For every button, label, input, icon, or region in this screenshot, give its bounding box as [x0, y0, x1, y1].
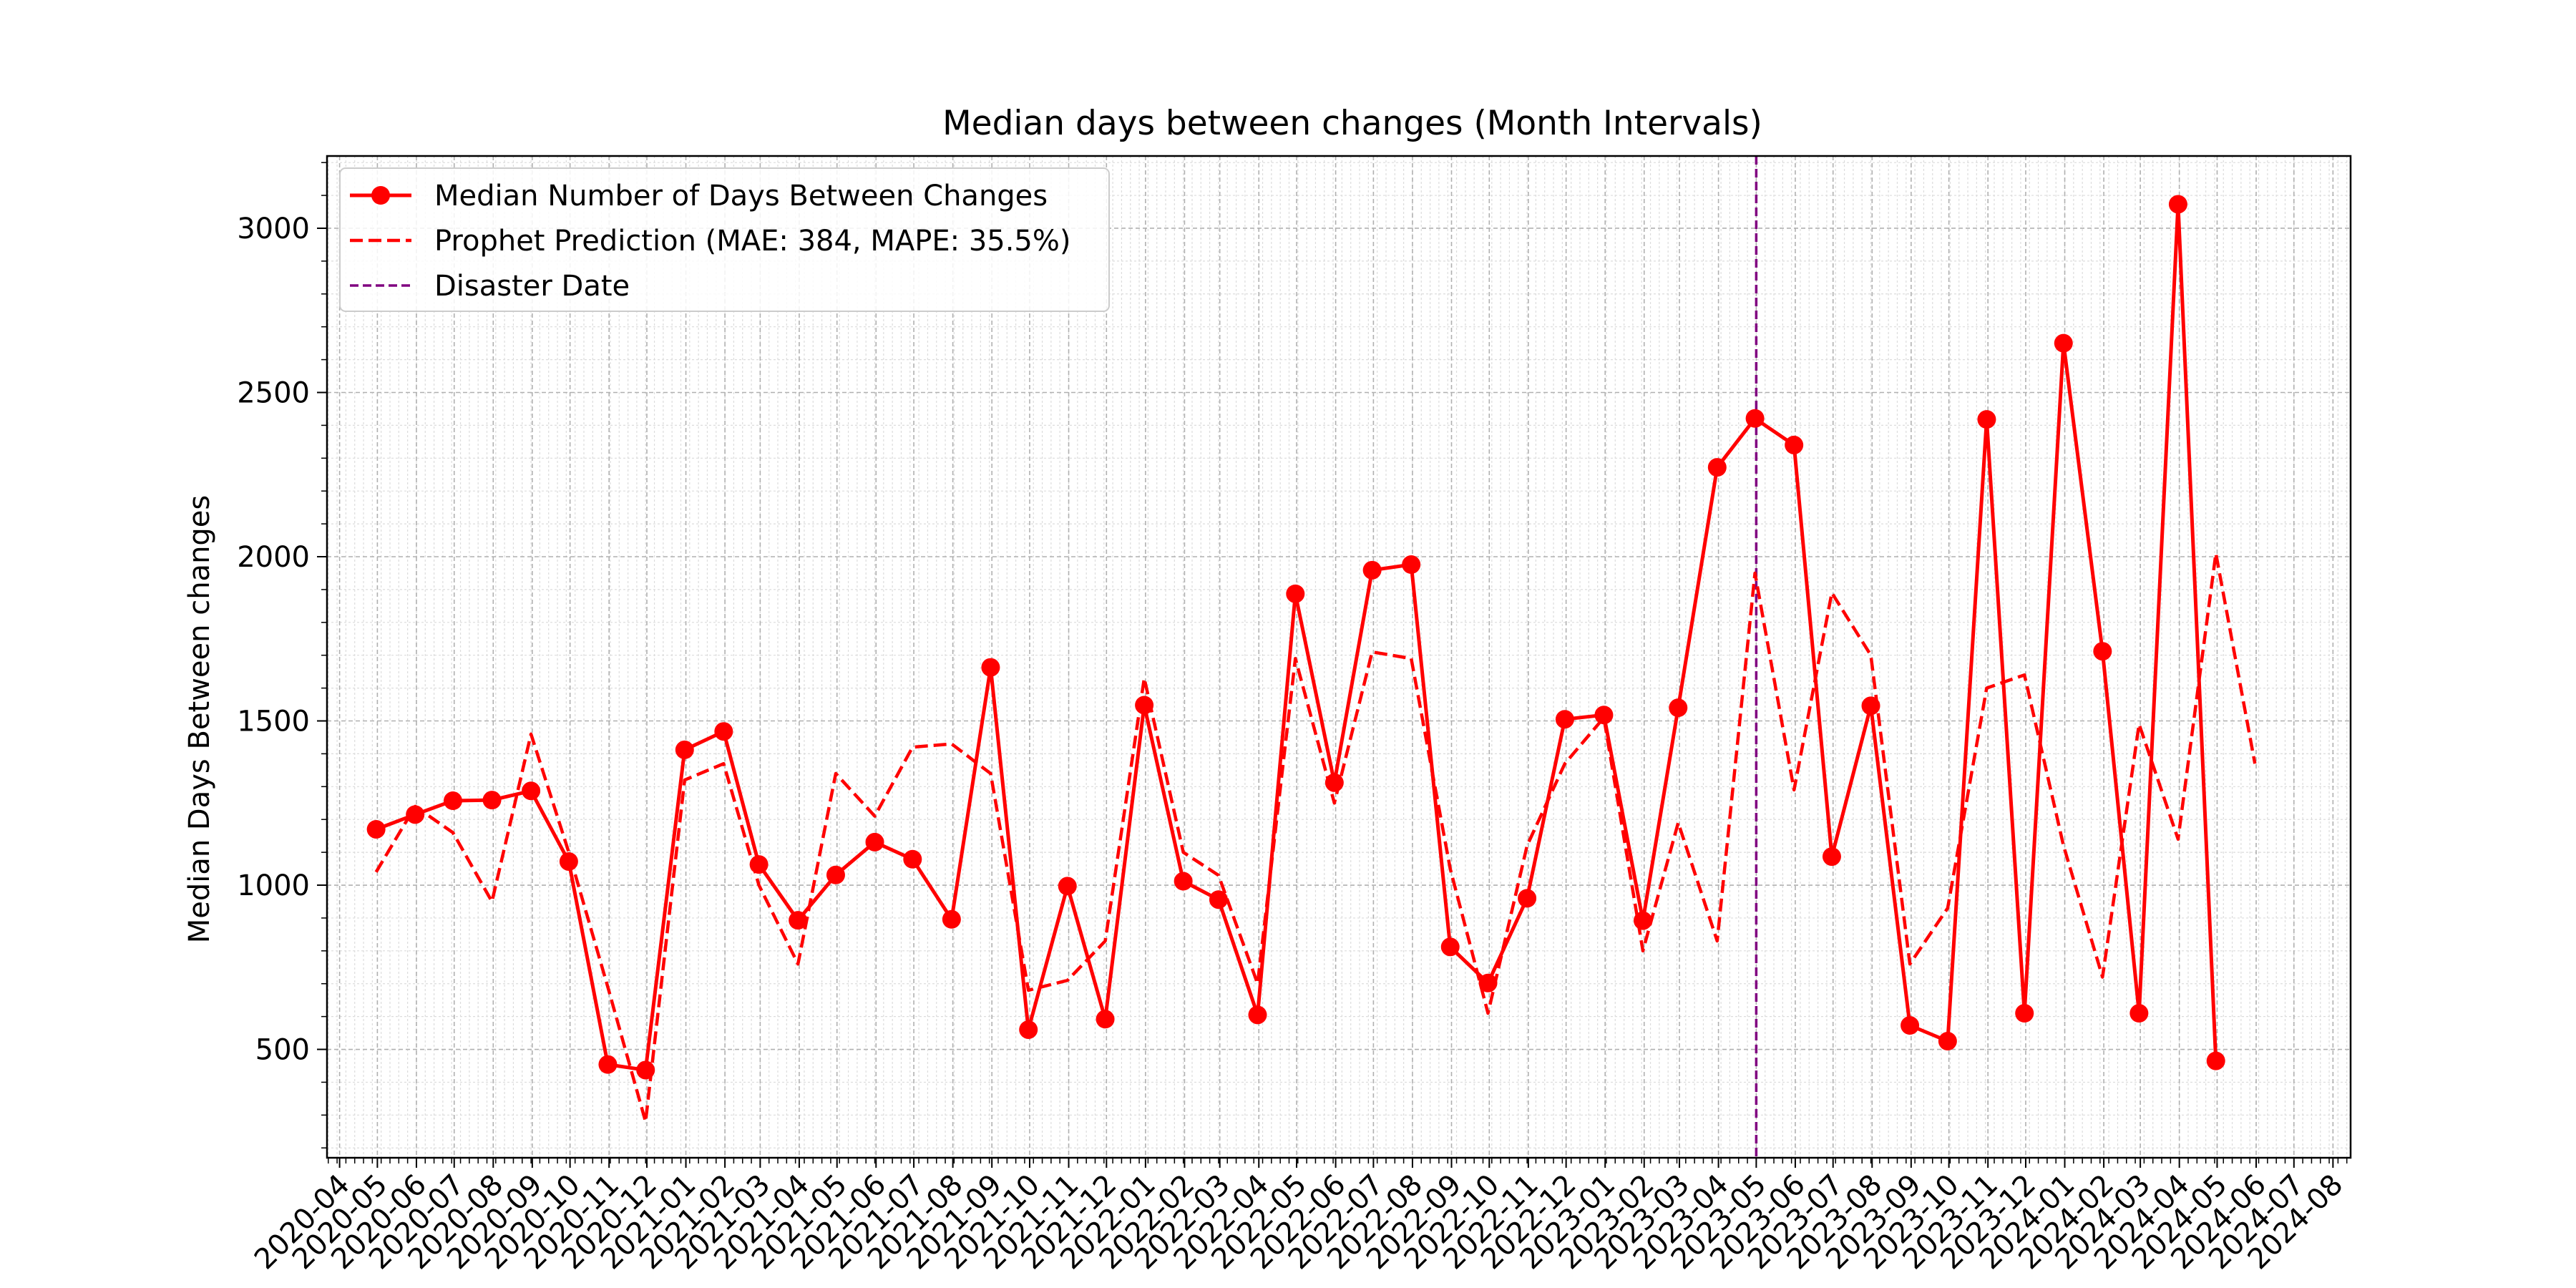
median-days-point [1440, 937, 1460, 957]
y-axis-label: Median Days Between changes [183, 495, 216, 944]
legend: Median Number of Days Between Changes Pro… [339, 167, 1110, 312]
median-days-point [1518, 889, 1537, 908]
median-days-point [2168, 195, 2187, 214]
legend-label: Prophet Prediction (MAE: 384, MAPE: 35.5… [434, 225, 1071, 258]
median-days-point [1248, 1005, 1267, 1025]
series-layer [366, 195, 2257, 1123]
median-days-point [1478, 973, 1498, 992]
y-tick-label: 3000 [237, 213, 310, 245]
median-days-point [482, 791, 502, 810]
y-tick-label: 2000 [237, 541, 310, 574]
median-days-point [1174, 872, 1193, 891]
major-grid [327, 156, 2351, 1158]
plot-frame [326, 155, 2352, 1159]
median-days-point [1707, 458, 1727, 477]
median-days-point [942, 909, 961, 929]
median-days-point [826, 865, 845, 884]
legend-box [339, 167, 1110, 312]
median-days-point [1209, 890, 1228, 909]
legend-label: Median Number of Days Between Changes [434, 180, 1048, 213]
median-days-point [789, 911, 808, 930]
median-days-point [1402, 555, 1421, 575]
axes-layer: 2020-042020-052020-062020-072020-082020-… [237, 155, 2352, 1276]
median-days-point [714, 722, 733, 741]
median-days-point [2129, 1004, 2149, 1023]
median-days-point [2015, 1004, 2034, 1023]
median-days-point [1555, 710, 1574, 729]
median-days-point [1594, 706, 1614, 725]
median-days-point [522, 781, 541, 801]
median-days-point [1669, 698, 1688, 718]
median-days-point [1977, 410, 1996, 429]
median-days-point [1822, 847, 1841, 867]
median-days-point [1362, 560, 1382, 580]
median-days-point [865, 832, 884, 852]
median-days-point [2093, 642, 2112, 661]
median-days-point [1745, 409, 1765, 428]
y-tick-label: 500 [255, 1034, 310, 1067]
median-days-point [1785, 435, 1804, 454]
legend-label: Disaster Date [434, 270, 630, 303]
median-days-point [2054, 333, 2073, 353]
median-days-point [1058, 877, 1077, 896]
median-days-point [598, 1055, 618, 1074]
median-days-point [559, 852, 578, 871]
median-days-point [366, 819, 386, 839]
y-tick-label: 1000 [237, 869, 310, 902]
chart-title: Median days between changes (Month Inter… [942, 104, 1762, 143]
median-days-point [1901, 1016, 1920, 1035]
legend-swatch-marker [371, 186, 390, 205]
median-days-point [2206, 1051, 2225, 1070]
y-tick-label: 1500 [237, 706, 310, 738]
median-days-line [375, 203, 2218, 1072]
median-days-point [443, 791, 462, 811]
median-days-point [1286, 584, 1305, 603]
median-days-point [1096, 1010, 1115, 1029]
median-days-point [1019, 1020, 1038, 1039]
median-days-point [1938, 1032, 1957, 1051]
median-days-point [981, 658, 1000, 677]
y-tick-label: 2500 [237, 376, 310, 409]
median-days-point [675, 740, 694, 759]
prophet-prediction-line [374, 552, 2257, 1123]
median-days-point [903, 849, 922, 869]
